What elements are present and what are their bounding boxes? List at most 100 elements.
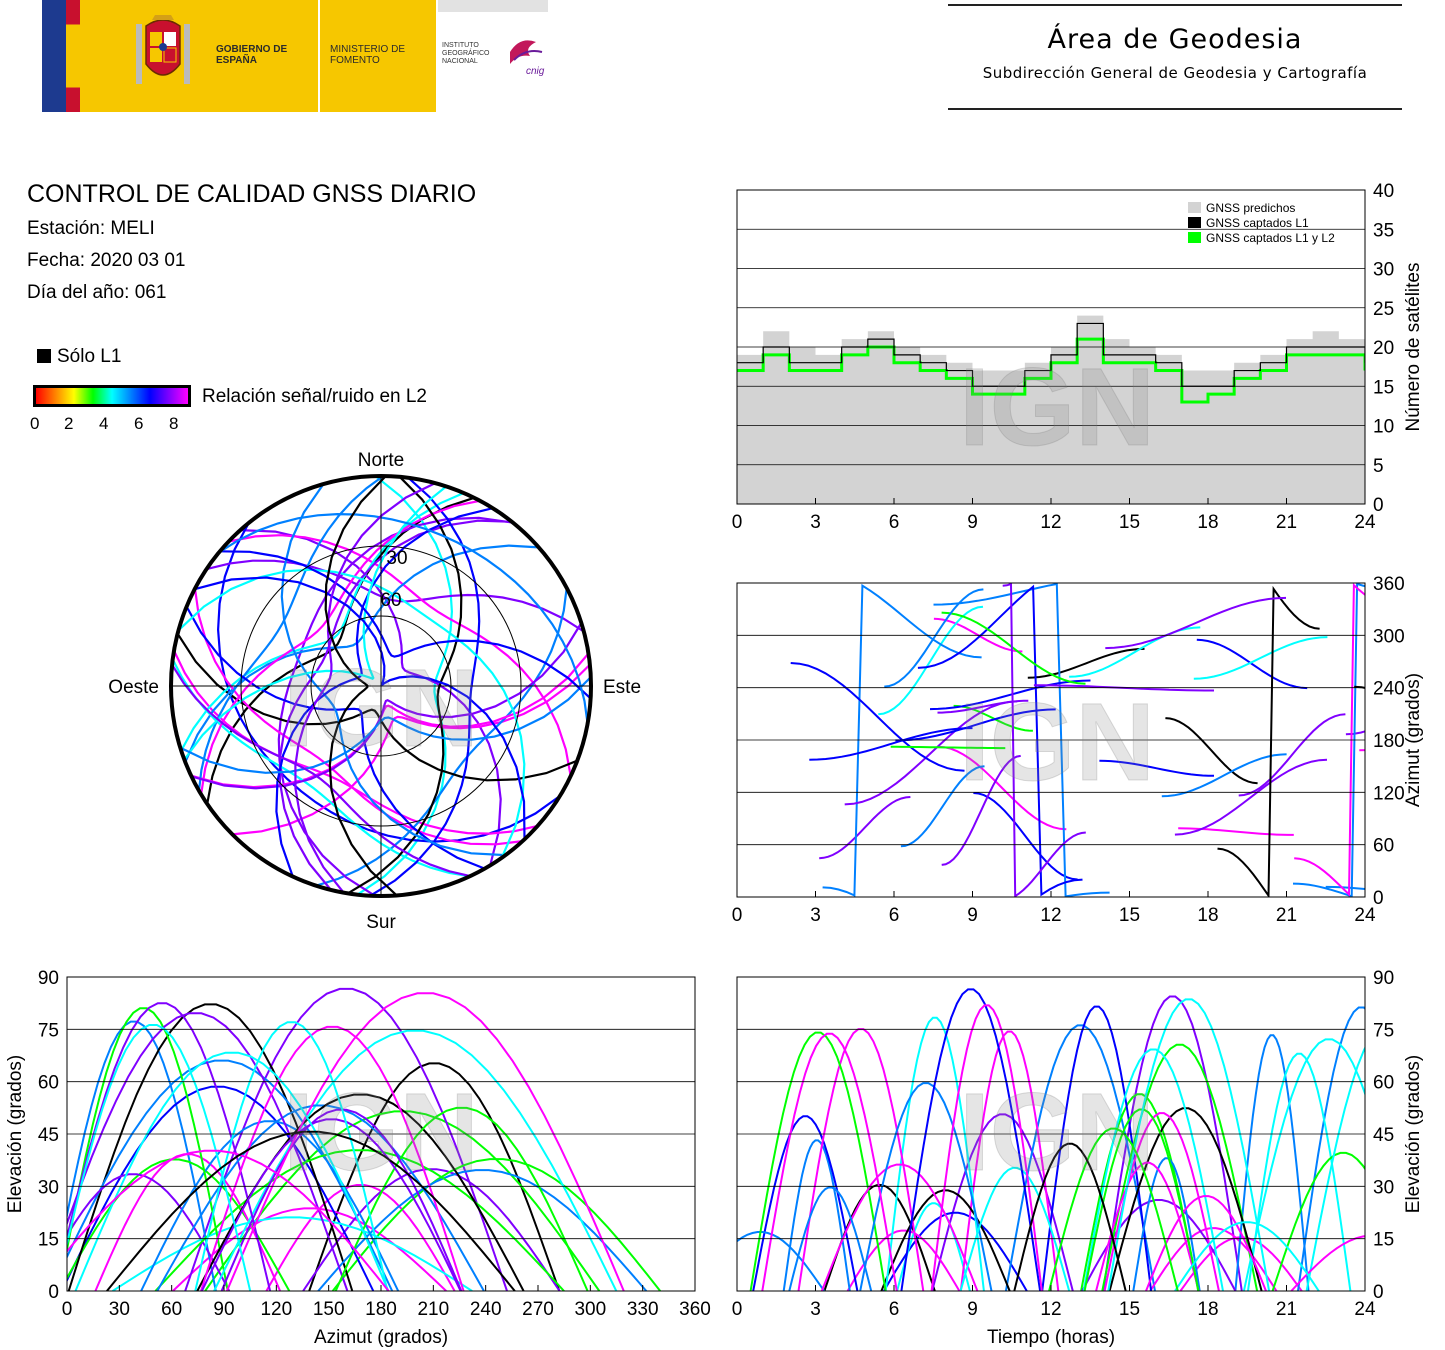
y-tick-label: 60 bbox=[1373, 1073, 1394, 1094]
satellite-track bbox=[193, 588, 523, 846]
y-tick-label: 15 bbox=[1373, 1230, 1394, 1251]
satellite-track bbox=[184, 544, 539, 763]
azimuth-track bbox=[1027, 647, 1145, 679]
elevation-track bbox=[67, 1085, 375, 1291]
satellite-track bbox=[194, 576, 526, 840]
y-axis-label: Número de satélites bbox=[1403, 263, 1424, 432]
elevation-time-track bbox=[896, 1202, 971, 1291]
cnig-logo-icon: cnig bbox=[510, 40, 545, 77]
azimuth-track bbox=[844, 700, 1018, 806]
east-label: Este bbox=[603, 677, 641, 698]
legend-solo-l1: Sólo L1 bbox=[37, 346, 121, 368]
elevation-time-track bbox=[1095, 1161, 1200, 1291]
elevation-track bbox=[265, 1184, 456, 1291]
institute-name: INSTITUTO GEOGRÁFICO NACIONAL bbox=[442, 42, 490, 65]
ministry-block: MINISTERIO DE FOMENTO bbox=[320, 0, 436, 112]
azimuth-track bbox=[1193, 636, 1328, 680]
snr-tick: 6 bbox=[134, 414, 144, 433]
y-tick-label: 360 bbox=[1373, 574, 1405, 595]
x-tick-label: 9 bbox=[967, 1299, 978, 1320]
y-tick-label: 35 bbox=[1373, 220, 1394, 241]
elevation-time-track bbox=[859, 1082, 993, 1291]
x-tick-label: 0 bbox=[732, 1299, 743, 1320]
ign-watermark: IGN bbox=[283, 647, 479, 770]
satellite-track bbox=[278, 519, 512, 891]
area-subtitle: Subdirección General de Geodesia y Carto… bbox=[982, 64, 1368, 82]
polar-area bbox=[171, 476, 591, 896]
elevation-time-track bbox=[1297, 1006, 1365, 1291]
x-tick-label: 3 bbox=[810, 905, 821, 926]
ign-watermark: IGN bbox=[959, 1071, 1155, 1194]
x-tick-label: 3 bbox=[810, 1299, 821, 1320]
north-label: Norte bbox=[358, 450, 404, 471]
satellite-track bbox=[197, 476, 384, 791]
x-tick-label: 21 bbox=[1276, 905, 1297, 926]
satellite-track bbox=[177, 568, 526, 859]
elevation-track bbox=[334, 1106, 589, 1291]
snr-label: Relación señal/ruido en L2 bbox=[202, 386, 427, 407]
elevation-time-track bbox=[1013, 1142, 1127, 1291]
snr-tick: 4 bbox=[99, 414, 109, 433]
y-tick-label: 30 bbox=[1373, 260, 1394, 281]
x-tick-label: 24 bbox=[1354, 512, 1376, 533]
elevation-time-track bbox=[1048, 1127, 1179, 1291]
satellite-track bbox=[232, 663, 591, 836]
x-tick-label: 15 bbox=[1119, 512, 1140, 533]
elevation-track bbox=[302, 1168, 561, 1291]
area-rule-top bbox=[948, 4, 1402, 6]
y-tick-label: 60 bbox=[1373, 836, 1394, 857]
gobierno-block: GOBIERNO DE ESPAÑA bbox=[80, 0, 318, 112]
x-tick-label: 6 bbox=[889, 512, 900, 533]
azimuth-track bbox=[895, 708, 1056, 742]
institution-logos: GOBIERNO DE ESPAÑA MINISTERIO DE FOMENTO… bbox=[42, 0, 548, 112]
elevation-track bbox=[67, 1149, 390, 1291]
report-title: CONTROL DE CALIDAD GNSS DIARIO bbox=[27, 180, 477, 208]
elevation-time-track bbox=[1149, 1227, 1278, 1291]
elevation-track bbox=[140, 1120, 400, 1291]
azimuth-track bbox=[884, 588, 984, 688]
azimuth-track bbox=[1105, 596, 1287, 650]
azimuth-track bbox=[819, 796, 911, 860]
cnig-text: cnig bbox=[526, 66, 545, 77]
x-tick-label: 12 bbox=[1040, 905, 1061, 926]
satellite-track bbox=[356, 476, 454, 896]
area-title: Área de Geodesia bbox=[1047, 24, 1303, 55]
x-tick-label: 270 bbox=[522, 1299, 554, 1320]
plot-area bbox=[67, 987, 661, 1291]
snr-tick: 0 bbox=[30, 414, 40, 433]
spain-flag-band bbox=[66, 0, 80, 112]
x-tick-label: 12 bbox=[1040, 512, 1061, 533]
y-tick-label: 45 bbox=[38, 1125, 59, 1146]
x-tick-label: 24 bbox=[1354, 1299, 1376, 1320]
elevation-track bbox=[67, 1007, 229, 1291]
y-tick-label: 20 bbox=[1373, 338, 1394, 359]
x-tick-label: 18 bbox=[1197, 512, 1218, 533]
elevation-time-track bbox=[930, 1004, 1043, 1291]
elevation-time-track bbox=[1101, 1043, 1259, 1291]
elevation-track bbox=[67, 1059, 394, 1291]
y-tick-label: 120 bbox=[1373, 783, 1405, 804]
x-tick-label: 180 bbox=[365, 1299, 397, 1320]
elevation-track bbox=[194, 1021, 389, 1291]
azimuth-track bbox=[822, 583, 982, 897]
x-axis-label: Azimut (grados) bbox=[314, 1327, 448, 1348]
y-tick-label: 0 bbox=[48, 1282, 59, 1303]
azimuth-track bbox=[929, 679, 1091, 711]
elevation-time-chart: 0 15 30 45 60 75 90 0 3 6 9 12 15 18 21 24 Elevación (gr… bbox=[732, 968, 1424, 1348]
y-tick-label: 30 bbox=[38, 1177, 59, 1198]
azimuth-track bbox=[1099, 759, 1215, 777]
plot-area bbox=[737, 315, 1365, 504]
ministry-name: MINISTERIO DE FOMENTO bbox=[330, 44, 406, 66]
satellite-track bbox=[176, 633, 578, 782]
y-axis-label: Azimut (grados) bbox=[1403, 673, 1424, 807]
y-tick-label: 90 bbox=[1373, 968, 1394, 989]
elevation-time-track bbox=[788, 1186, 873, 1291]
elevation-time-track bbox=[752, 1115, 859, 1291]
legend-entry: GNSS captados L1 y L2 bbox=[1206, 231, 1335, 245]
azimuth-track bbox=[1238, 713, 1346, 797]
legend-swatch bbox=[1188, 232, 1201, 243]
west-label: Oeste bbox=[108, 677, 159, 698]
ign-watermark: IGN bbox=[283, 1071, 479, 1194]
satellites-chart: 0 5 10 15 20 25 30 35 40 0 3 6 9 12 15 18 21 24 Número de … bbox=[732, 181, 1424, 533]
